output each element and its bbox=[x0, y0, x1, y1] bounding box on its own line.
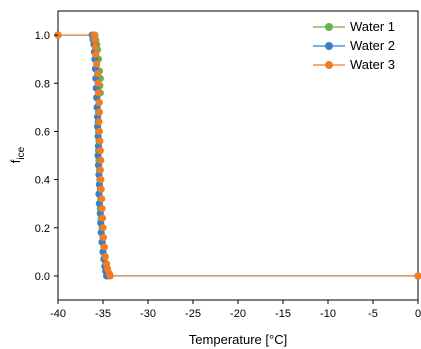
data-point-series-3 bbox=[95, 118, 103, 126]
data-point-series-3 bbox=[95, 98, 103, 107]
x-tick-label: -25 bbox=[185, 308, 201, 320]
legend-label-water-1: Water 1 bbox=[350, 19, 395, 34]
data-point-series-3 bbox=[97, 156, 105, 164]
ticks-layer: -40 -35 -30 -25 -20 -15 -10 -5 0 0.0 0.2 0.4 0.6 0.8 1… bbox=[35, 30, 421, 320]
legend-marker-water-1 bbox=[325, 23, 333, 31]
y-tick-label: 0.0 bbox=[35, 271, 50, 283]
data-point-series-3 bbox=[96, 166, 104, 174]
data-point-series-3 bbox=[93, 60, 101, 68]
data-point-series-3 bbox=[95, 127, 103, 136]
y-tick-label: 0.6 bbox=[35, 126, 50, 138]
data-point-series-3 bbox=[414, 272, 421, 280]
plot-frame bbox=[57, 10, 419, 301]
data-point-series-3 bbox=[94, 70, 102, 78]
x-tick-label: -30 bbox=[140, 308, 156, 320]
y-axis-title-subscript: ice bbox=[16, 146, 27, 159]
y-axis-title: fice bbox=[8, 146, 27, 163]
data-point-series-3 bbox=[91, 43, 99, 51]
data-point-series-3 bbox=[97, 185, 105, 193]
y-tick-label: 0.8 bbox=[35, 78, 50, 90]
x-tick-label: -20 bbox=[230, 308, 246, 320]
data-point-series-3 bbox=[106, 272, 114, 280]
x-tick-label: -10 bbox=[320, 308, 336, 320]
legend-marker-water-2 bbox=[325, 42, 333, 50]
data-point-series-3 bbox=[94, 79, 102, 87]
data-point-series-3 bbox=[98, 195, 106, 203]
x-axis-title: Temperature [°C] bbox=[189, 332, 287, 347]
data-point-series-3 bbox=[97, 175, 105, 184]
y-axis-title-main: f bbox=[8, 159, 23, 163]
data-point-series-3 bbox=[100, 243, 108, 251]
legend-label-water-2: Water 2 bbox=[350, 38, 395, 53]
series-layer bbox=[54, 31, 421, 280]
legend: Water 1 Water 2 Water 3 bbox=[313, 19, 395, 72]
x-tick-label: -35 bbox=[95, 308, 111, 320]
x-tick-label: 0 bbox=[415, 308, 421, 320]
data-point-series-3 bbox=[92, 50, 100, 58]
data-point-series-3 bbox=[101, 253, 109, 261]
data-point-series-3 bbox=[96, 147, 104, 155]
x-tick-label: -15 bbox=[275, 308, 291, 320]
data-point-series-3 bbox=[99, 233, 108, 241]
data-point-series-3 bbox=[95, 108, 103, 116]
data-point-series-3 bbox=[94, 89, 103, 97]
data-point-series-3 bbox=[98, 214, 107, 222]
y-tick-label: 0.2 bbox=[35, 223, 50, 235]
data-point-series-3 bbox=[98, 204, 106, 213]
data-point-series-3 bbox=[91, 36, 99, 44]
y-tick-label: 0.4 bbox=[35, 175, 50, 187]
x-tick-label: -5 bbox=[368, 308, 378, 320]
legend-marker-water-3 bbox=[325, 61, 333, 69]
y-tick-label: 1.0 bbox=[35, 30, 50, 42]
legend-label-water-3: Water 3 bbox=[350, 57, 395, 72]
x-tick-label: -40 bbox=[50, 308, 66, 320]
data-point-series-3 bbox=[99, 224, 107, 232]
data-point-series-3 bbox=[96, 137, 104, 145]
